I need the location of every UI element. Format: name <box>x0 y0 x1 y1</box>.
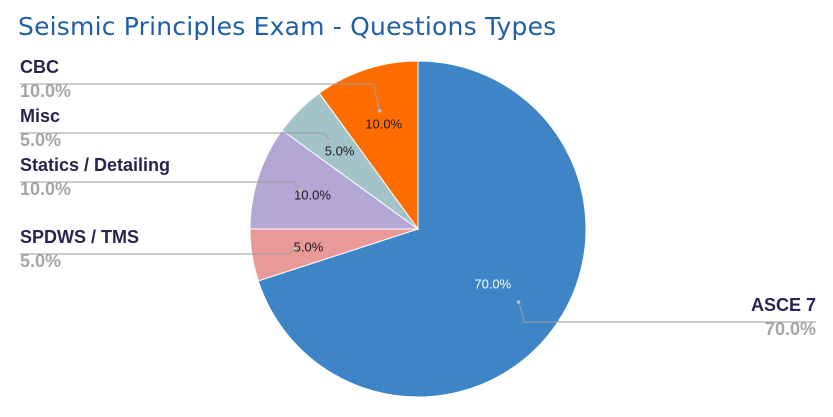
pie-slice-cbc <box>318 60 419 231</box>
slice-label-asce-7: 70.0% <box>474 276 511 291</box>
callout-pct-statics-detailing: 10.0% <box>20 179 71 199</box>
callout-line-misc <box>20 132 331 142</box>
chart-title: Seismic Principles Exam - Questions Type… <box>18 12 557 41</box>
callout-dot-asce-7 <box>516 300 521 304</box>
pie-slices <box>249 60 587 398</box>
callout-pct-misc: 5.0% <box>20 130 61 150</box>
callout-line-cbc <box>20 83 381 111</box>
callout-pct-spdws-tms: 5.0% <box>20 251 61 271</box>
callout-name-asce-7: ASCE 7 <box>751 295 816 315</box>
callout-pct-asce-7: 70.0% <box>765 319 816 339</box>
callout-name-statics-detailing: Statics / Detailing <box>20 155 170 175</box>
callout-dot-spdws-tms <box>293 246 298 251</box>
callout-dot-statics-detailing <box>298 188 302 193</box>
pie-slice-asce-7 <box>257 60 587 398</box>
callout-line-spdws-tms <box>20 248 296 255</box>
callout-dot-cbc <box>377 109 382 113</box>
callouts: ASCE 7 70.0% SPDWS / TMS 5.0% Statics / Deta… <box>20 57 816 339</box>
slice-labels: 70.0% 5.0% 10.0% 5.0% 10.0% <box>294 117 512 292</box>
callout-pct-cbc: 10.0% <box>20 81 71 101</box>
callout-dot-misc <box>328 139 332 143</box>
callout-name-cbc: CBC <box>20 57 59 77</box>
slice-label-spdws-tms: 5.0% <box>294 239 324 254</box>
callout-line-statics-detailing <box>20 181 301 191</box>
callout-line-asce-7 <box>518 301 816 323</box>
slice-label-statics-detailing: 10.0% <box>294 188 331 203</box>
slice-label-misc: 5.0% <box>325 144 355 159</box>
callout-name-misc: Misc <box>20 106 60 126</box>
callout-name-spdws-tms: SPDWS / TMS <box>20 227 139 247</box>
slice-label-cbc: 10.0% <box>365 117 402 132</box>
